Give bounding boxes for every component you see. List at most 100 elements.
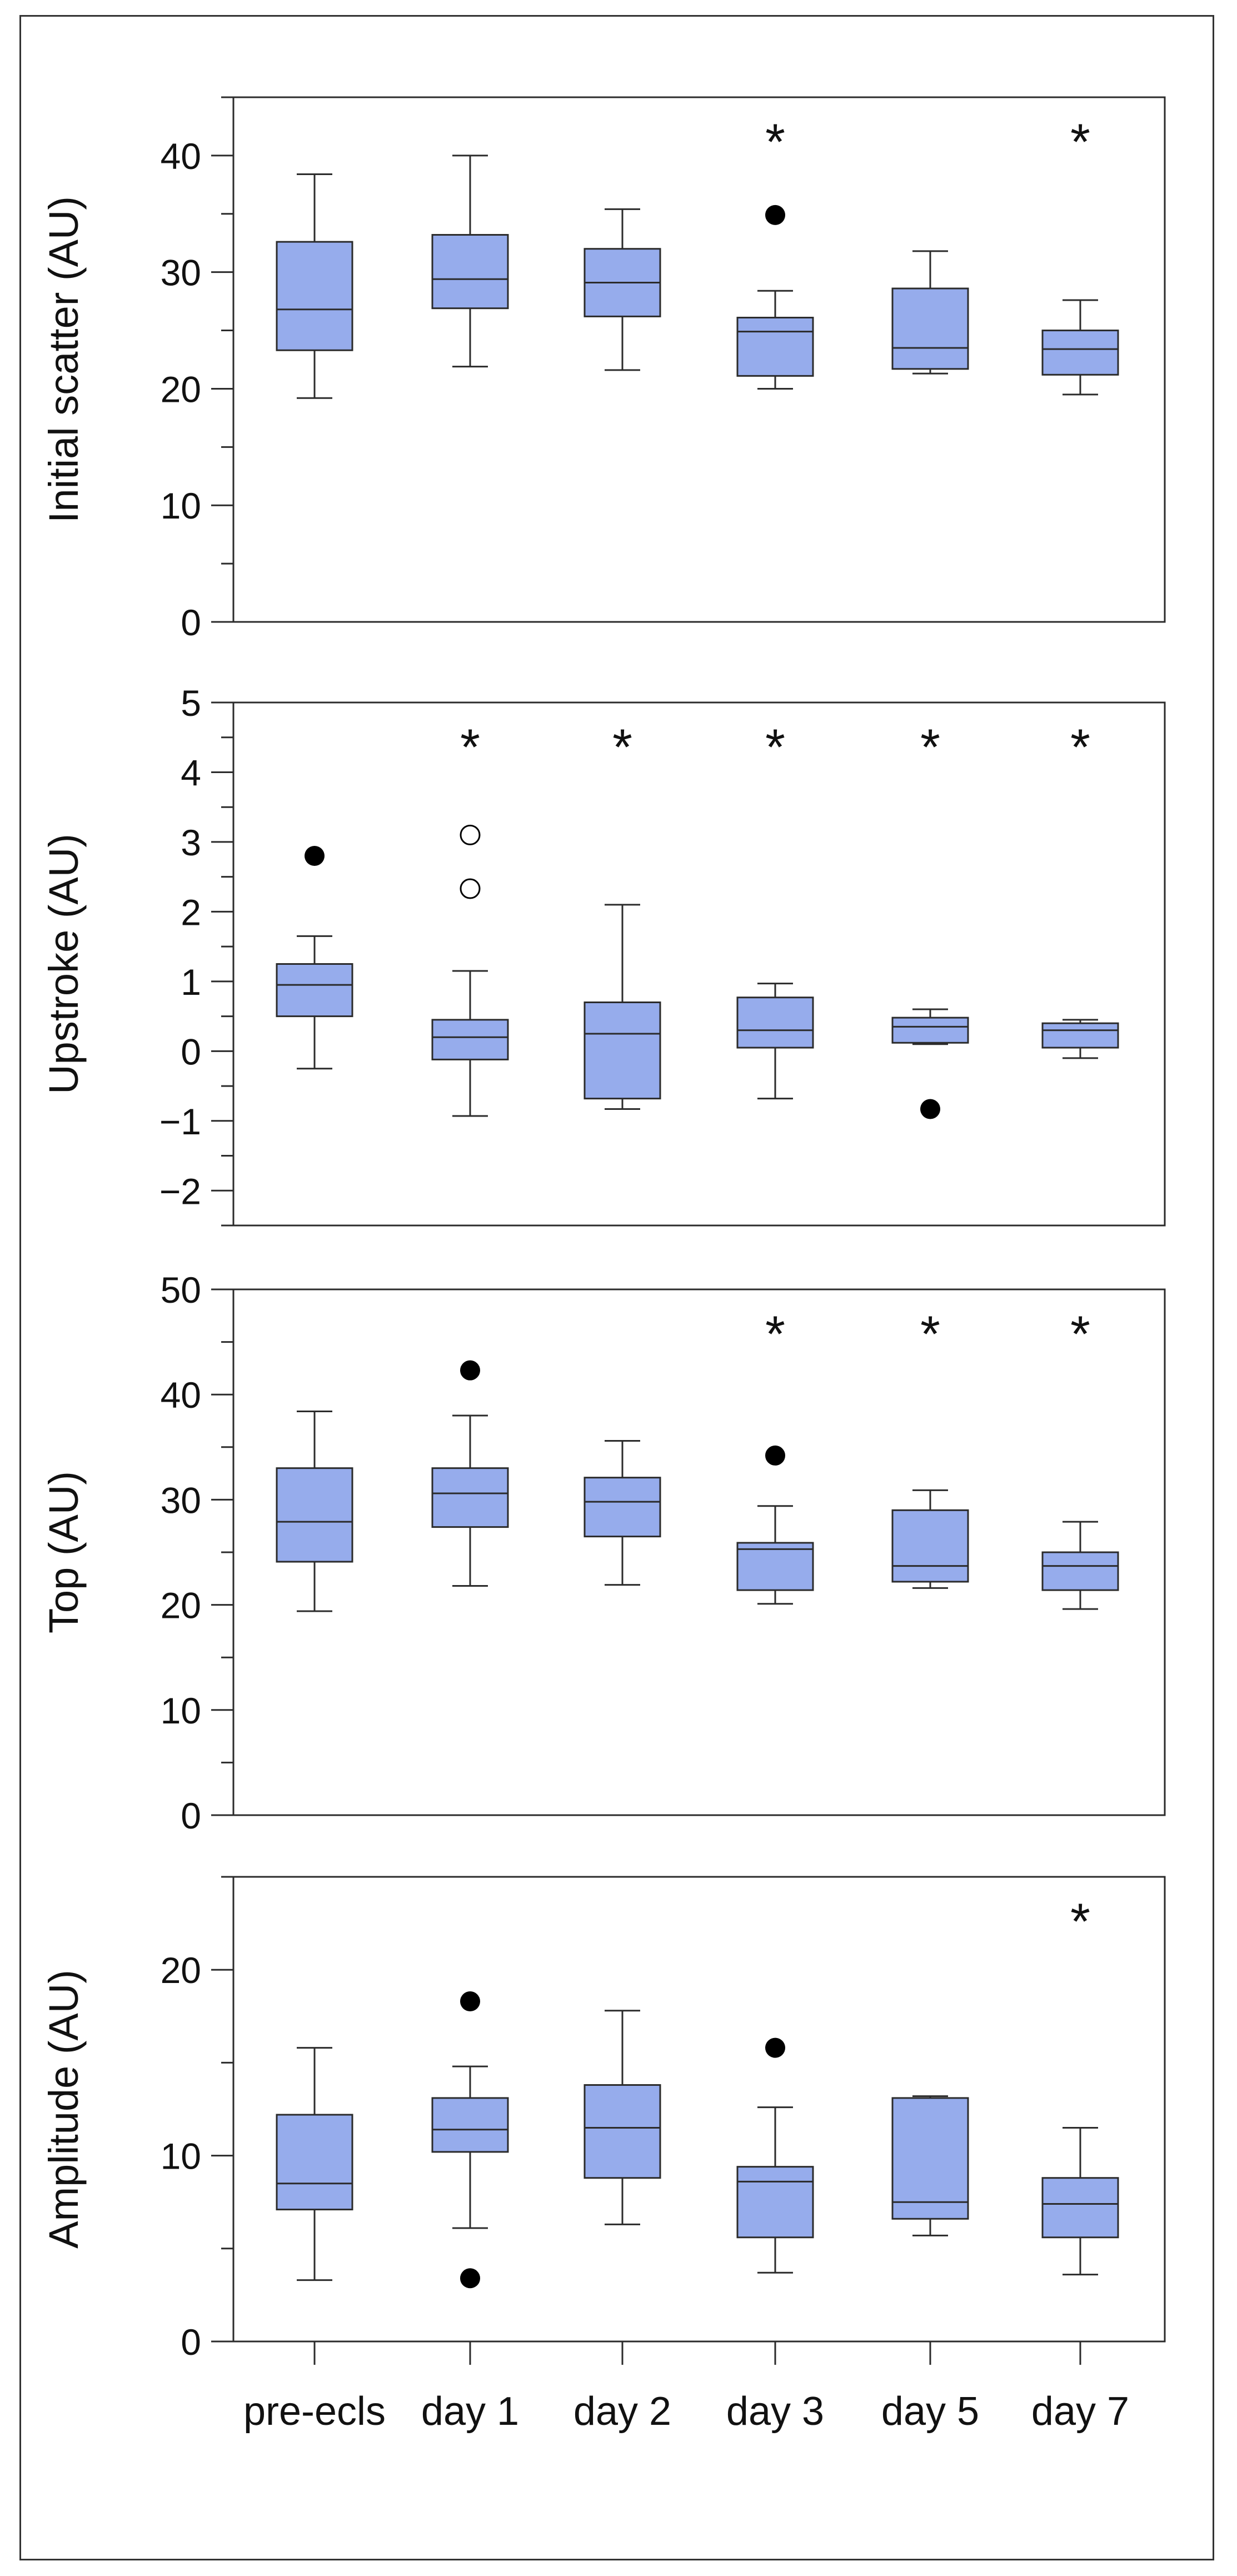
- y-tick-label: 10: [161, 1690, 201, 1731]
- box-day-1: [431, 1360, 509, 1587]
- outlier-point: [765, 205, 785, 225]
- outlier-point-open: [460, 878, 481, 899]
- y-axis-label: Upstroke (AU): [41, 834, 87, 1094]
- y-tick-label: 3: [181, 822, 201, 863]
- panel-3: 0 10 20 30 40 50 Top (AU) * * *: [41, 1269, 1166, 1836]
- significance-star: *: [920, 1306, 940, 1363]
- box-day-7: *: [1041, 114, 1119, 396]
- iqr-box: [276, 2114, 353, 2211]
- iqr-box: [1041, 2177, 1119, 2239]
- y-tick-label: 0: [181, 1795, 201, 1836]
- y-tick-label: 4: [181, 752, 201, 793]
- iqr-box: [431, 1467, 509, 1528]
- significance-star: *: [765, 114, 785, 171]
- outlier-point: [460, 2268, 480, 2289]
- box-day-3: *: [736, 114, 814, 390]
- y-tick-label: 30: [161, 252, 201, 293]
- box-day-7: *: [1041, 719, 1119, 1059]
- y-tick-label: 50: [161, 1269, 201, 1311]
- iqr-box: [431, 2097, 509, 2153]
- outlier-point: [765, 1445, 785, 1466]
- box-day-2: [583, 208, 661, 371]
- y-tick-label: 0: [181, 2321, 201, 2363]
- box-day-3: *: [736, 1306, 814, 1605]
- x-tick-label: day 2: [573, 2389, 671, 2434]
- y-tick-label: 0: [181, 602, 201, 643]
- iqr-box: [431, 1019, 509, 1060]
- box-day-1: *: [431, 719, 509, 1117]
- significance-star: *: [1070, 114, 1090, 171]
- y-tick-label: −2: [159, 1170, 201, 1212]
- iqr-box: [1041, 330, 1119, 376]
- panel-4: 0 10 20 Amplitude (AU) * pre-ecls day 1 day 2 da…: [41, 1876, 1166, 2434]
- x-tick-label: day 1: [421, 2389, 519, 2434]
- plot-area: [232, 701, 1166, 1227]
- box-day-3: [736, 2037, 814, 2274]
- x-tick-label: day 3: [726, 2389, 824, 2434]
- iqr-box: [736, 316, 814, 377]
- y-tick-label: −1: [159, 1101, 201, 1142]
- iqr-box: [1041, 1022, 1119, 1049]
- y-tick-label: 5: [181, 682, 201, 724]
- x-tick-label: day 7: [1031, 2389, 1129, 2434]
- box-pre-ecls: [276, 2047, 353, 2281]
- box-day-5: *: [891, 719, 969, 1119]
- significance-star: *: [460, 719, 480, 776]
- box-day-7: *: [1041, 1306, 1119, 1610]
- iqr-box: [583, 1001, 661, 1100]
- iqr-box: [431, 234, 509, 310]
- y-axis-label: Initial scatter (AU): [41, 196, 87, 523]
- y-tick-label: 10: [161, 2136, 201, 2177]
- box-day-3: *: [736, 719, 814, 1100]
- iqr-box: [736, 996, 814, 1049]
- iqr-box: [891, 1017, 969, 1044]
- y-axis-label: Amplitude (AU): [41, 1970, 87, 2249]
- figure-frame: [19, 15, 1214, 2560]
- iqr-box: [736, 1542, 814, 1591]
- box-day-2: *: [583, 719, 661, 1110]
- iqr-box: [276, 1467, 353, 1563]
- panel-2: −2 −1 0 1 2 3 4 5 Upstroke (AU) * * * * *: [41, 682, 1166, 1227]
- x-tick-label: day 5: [881, 2389, 979, 2434]
- significance-star: *: [920, 719, 940, 776]
- iqr-box: [276, 241, 353, 351]
- y-tick-label: 2: [181, 891, 201, 933]
- y-tick-label: 20: [161, 368, 201, 410]
- significance-star: *: [1070, 1894, 1090, 1950]
- significance-star: *: [1070, 719, 1090, 776]
- outlier-point: [765, 2037, 785, 2058]
- outlier-point: [305, 846, 325, 866]
- y-tick-label: 10: [161, 485, 201, 526]
- iqr-box: [1041, 1551, 1119, 1591]
- significance-star: *: [612, 719, 632, 776]
- y-tick-label: 40: [161, 1374, 201, 1416]
- iqr-box: [891, 287, 969, 370]
- box-pre-ecls: [276, 173, 353, 399]
- outlier-point: [920, 1099, 940, 1119]
- plot-area: [232, 1876, 1166, 2343]
- y-axis-label: Top (AU): [41, 1471, 87, 1633]
- significance-star: *: [1070, 1306, 1090, 1363]
- box-day-2: [583, 2010, 661, 2225]
- box-day-2: [583, 1439, 661, 1586]
- iqr-box: [736, 2166, 814, 2239]
- box-pre-ecls: [276, 1410, 353, 1612]
- y-tick-label: 20: [161, 1950, 201, 1991]
- box-day-1: [431, 155, 509, 368]
- y-tick-label: 20: [161, 1585, 201, 1626]
- iqr-box: [583, 2084, 661, 2179]
- y-tick-label: 30: [161, 1479, 201, 1521]
- box-day-5: [891, 250, 969, 375]
- box-day-7: *: [1041, 1894, 1119, 2276]
- iqr-box: [891, 1509, 969, 1583]
- panel-1: 0 10 20 30 40 Initial scatter (AU) * *: [41, 96, 1166, 643]
- outlier-point: [460, 1991, 480, 2012]
- significance-star: *: [765, 1306, 785, 1363]
- outlier-point: [460, 1360, 480, 1381]
- box-pre-ecls: [276, 846, 353, 1070]
- plot-area: [232, 1288, 1166, 1816]
- y-tick-label: 40: [161, 136, 201, 177]
- y-tick-label: 0: [181, 1031, 201, 1072]
- iqr-box: [891, 2097, 969, 2220]
